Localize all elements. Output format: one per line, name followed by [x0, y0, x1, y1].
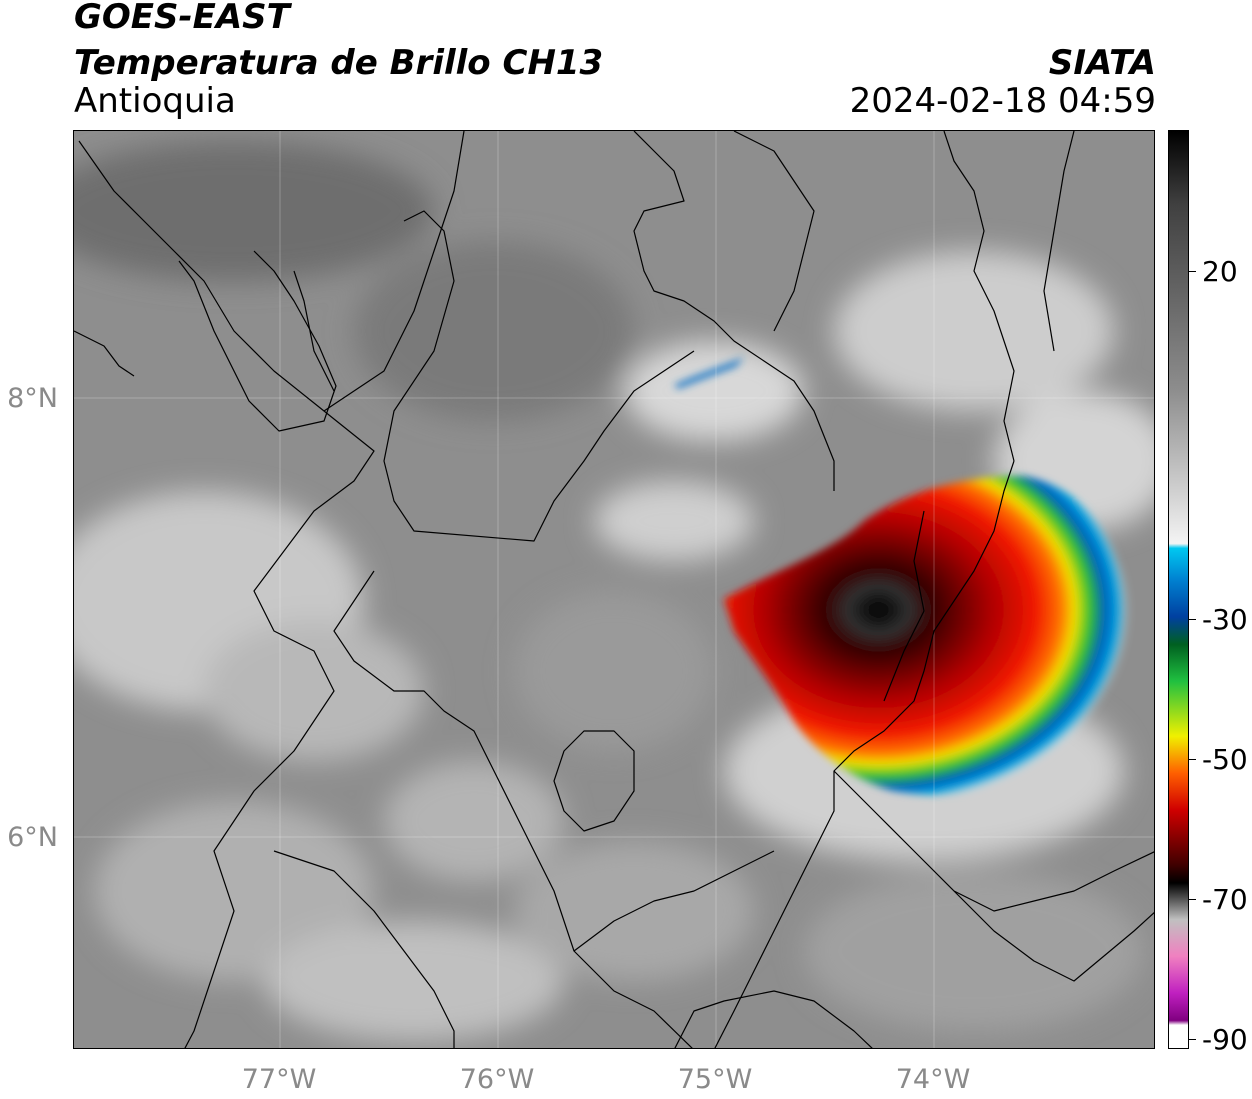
lon-tick-75w: 75°W: [677, 1064, 753, 1095]
colorbar-label-minus50: -50: [1202, 743, 1248, 776]
organization-label: SIATA: [1048, 43, 1156, 83]
lon-tick-74w: 74°W: [895, 1064, 971, 1095]
map-panel[interactable]: [73, 130, 1155, 1049]
colorbar-tick: [1189, 1039, 1196, 1040]
colorbar-tick: [1189, 271, 1196, 272]
colorbar-label-minus30: -30: [1202, 603, 1248, 636]
boundaries: [74, 131, 1154, 1048]
region-label: Antioquia: [74, 81, 236, 121]
graticule: [74, 131, 1154, 1048]
colorbar-tick: [1189, 759, 1196, 760]
storm-cell: [724, 476, 1131, 795]
colorbar: [1168, 130, 1189, 1049]
product-title: Temperatura de Brillo CH13: [74, 43, 604, 83]
colorbar-tick: [1189, 619, 1196, 620]
lat-tick-8n: 8°N: [7, 383, 58, 414]
cloud-texture: [74, 141, 1154, 1041]
satellite-map: [74, 131, 1154, 1048]
lat-tick-6n: 6°N: [7, 822, 58, 853]
lon-tick-76w: 76°W: [459, 1064, 535, 1095]
datetime-label: 2024-02-18 04:59: [849, 81, 1156, 121]
colorbar-label-20: 20: [1202, 255, 1238, 288]
satellite-title: GOES-EAST: [74, 0, 290, 37]
colorbar-label-minus70: -70: [1202, 883, 1248, 916]
cold-cloud-patch: [674, 357, 744, 389]
lon-tick-77w: 77°W: [241, 1064, 317, 1095]
colorbar-tick: [1189, 899, 1196, 900]
colorbar-label-minus90: -90: [1202, 1023, 1248, 1056]
